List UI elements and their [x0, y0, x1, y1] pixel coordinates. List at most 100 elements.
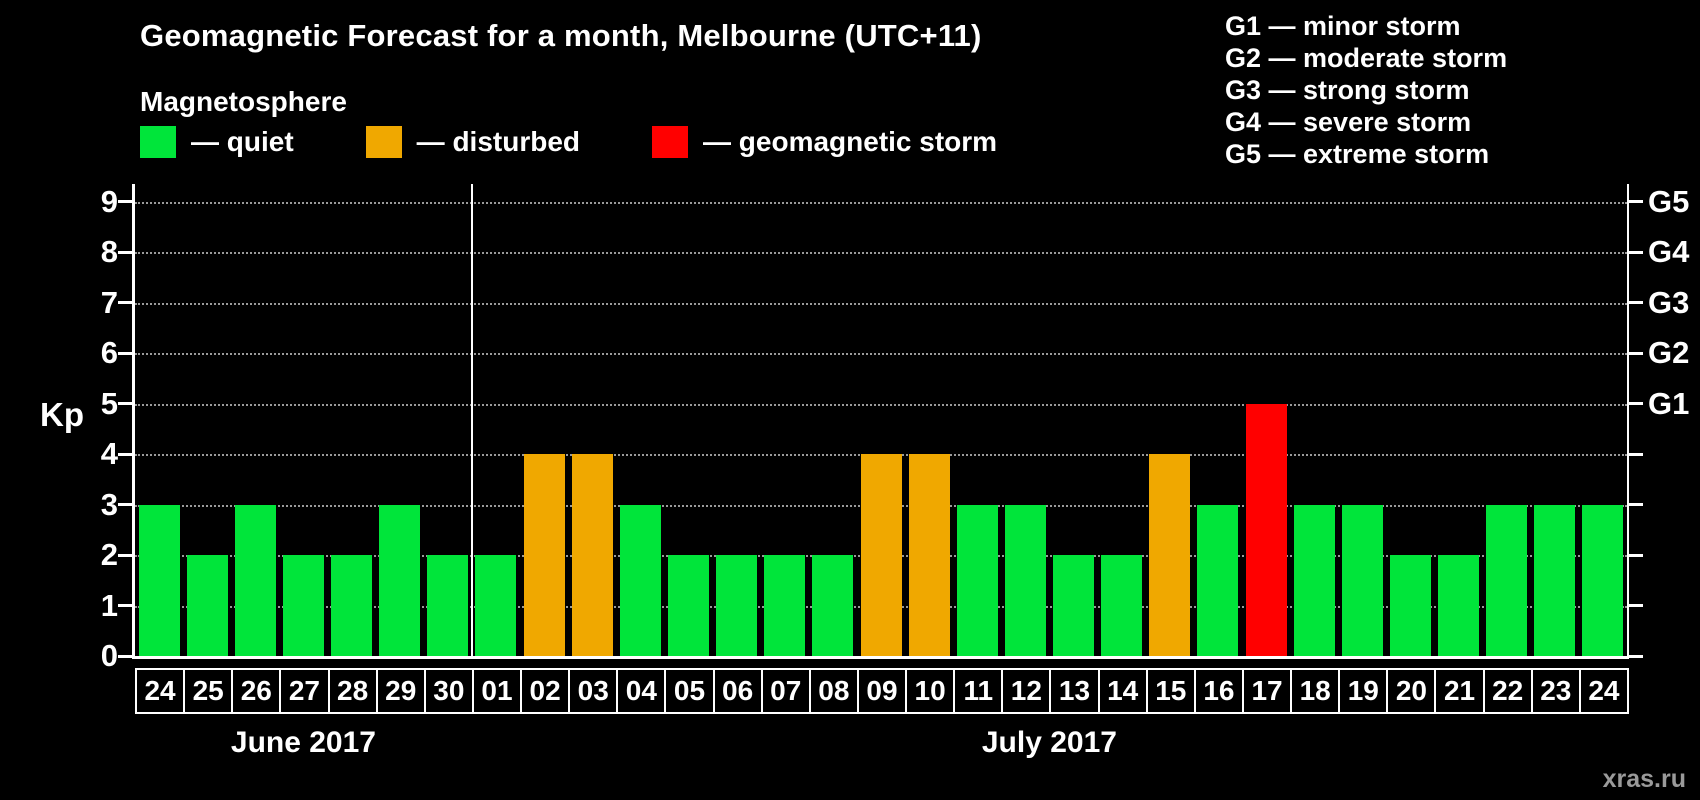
- kp-bar-day-02: [523, 454, 565, 656]
- kp-bar-day-14: [1101, 555, 1143, 656]
- y-tick-left: [118, 553, 132, 557]
- day-label: 05: [664, 668, 715, 714]
- day-label: 20: [1386, 668, 1437, 714]
- kp-bar-day-08: [812, 555, 854, 656]
- legend-label-quiet: — quiet: [191, 126, 294, 157]
- day-label: 25: [183, 668, 234, 714]
- magnetosphere-legend: — quiet — disturbed — geomagnetic storm: [140, 126, 997, 158]
- kp-bar-day-24: [138, 504, 180, 656]
- y-tick-left: [118, 301, 132, 304]
- day-label: 16: [1193, 668, 1244, 714]
- y-tick-left: [118, 250, 132, 254]
- gridline-kp9: [135, 201, 1627, 204]
- day-label: 07: [760, 668, 811, 714]
- disturbed-swatch: [365, 126, 402, 158]
- kp-bar-day-03: [571, 454, 613, 656]
- legend-item-disturbed: — disturbed: [365, 126, 581, 158]
- gridline-kp7: [135, 302, 1627, 305]
- kp-bar-day-24: [1582, 504, 1624, 656]
- day-label: 19: [1338, 668, 1389, 714]
- day-label: 10: [905, 668, 956, 714]
- kp-bar-day-20: [1389, 555, 1431, 656]
- legend-label-storm: — geomagnetic storm: [703, 126, 998, 157]
- y-tick-left: [118, 654, 132, 658]
- gridline-kp8: [135, 252, 1627, 254]
- kp-bar-day-23: [1534, 504, 1576, 656]
- day-axis: 24 25 26 27 28 29 30 01 02 03 04 05 06 07 08 09 10 11 12 13…: [135, 668, 1629, 714]
- kp-bar-day-15: [1149, 454, 1191, 656]
- kp-bar-day-16: [1197, 504, 1239, 656]
- day-label: 24: [135, 668, 186, 714]
- y-tick-right: [1629, 553, 1643, 557]
- y-tick-left: [118, 503, 132, 506]
- legend-item-quiet: — quiet: [140, 126, 294, 158]
- right-axis-line: [1627, 184, 1629, 659]
- y-axis-line: [132, 184, 135, 659]
- day-label: 14: [1097, 668, 1148, 714]
- kp-bar-day-26: [234, 504, 276, 656]
- kp-bar-day-09: [860, 454, 902, 656]
- y-tick-right: [1629, 301, 1643, 304]
- day-label: 15: [1145, 668, 1196, 714]
- day-label: 30: [423, 668, 474, 714]
- month-label: June 2017: [230, 726, 376, 759]
- g-axis-label-g5: G5: [1648, 183, 1690, 219]
- quiet-swatch: [140, 126, 176, 158]
- day-label: 26: [231, 668, 282, 714]
- day-label: 28: [327, 668, 378, 714]
- kp-bar-day-12: [1004, 504, 1046, 656]
- y-axis-label: 9: [100, 183, 118, 219]
- month-separator: [470, 184, 473, 656]
- y-tick-left: [118, 351, 132, 355]
- day-label: 12: [1001, 668, 1052, 714]
- kp-bar-day-18: [1293, 504, 1335, 656]
- y-axis-label: 7: [100, 284, 118, 320]
- y-tick-right: [1629, 503, 1643, 506]
- kp-bar-day-10: [908, 454, 950, 656]
- y-tick-right: [1629, 250, 1643, 254]
- y-tick-right: [1629, 200, 1643, 203]
- g-axis-label-g1: G1: [1648, 385, 1690, 421]
- day-label: 17: [1241, 668, 1293, 714]
- g-axis-label-g4: G4: [1648, 234, 1690, 269]
- kp-bar-day-25: [186, 555, 228, 656]
- kp-bar-day-07: [764, 555, 806, 656]
- day-label: 09: [856, 668, 908, 714]
- month-label: July 2017: [981, 726, 1117, 759]
- y-tick-left: [118, 452, 132, 456]
- y-tick-right: [1629, 654, 1643, 658]
- g-scale-item: G4 — severe storm: [1225, 107, 1472, 137]
- y-axis-label: 3: [100, 486, 118, 522]
- kp-bar-day-13: [1053, 555, 1095, 656]
- kp-bar-day-27: [282, 555, 324, 656]
- gridline-kp5: [135, 403, 1627, 406]
- day-label: 08: [808, 668, 859, 714]
- g-scale-legend: G1 — minor storm G2 — moderate storm G3 — …: [1225, 10, 1507, 170]
- kp-bar-day-01: [475, 555, 517, 656]
- x-axis-line: [132, 656, 1629, 659]
- kp-bar-day-21: [1438, 555, 1480, 656]
- day-label: 03: [568, 668, 619, 714]
- y-axis-label: 2: [100, 537, 118, 572]
- g-axis-label-g3: G3: [1648, 284, 1690, 320]
- day-label: 29: [375, 668, 426, 714]
- day-label: 23: [1530, 668, 1581, 714]
- legend-label-disturbed: — disturbed: [416, 126, 581, 157]
- month-labels: June 2017 July 2017: [135, 726, 1627, 768]
- storm-swatch: [652, 126, 689, 158]
- day-label: 04: [616, 668, 667, 714]
- y-tick-right: [1629, 351, 1643, 355]
- plot-area: [135, 184, 1627, 656]
- kp-bar-day-05: [667, 555, 709, 656]
- gridline-kp6: [135, 353, 1627, 355]
- day-label: 01: [471, 668, 523, 714]
- kp-bar-day-30: [427, 555, 469, 656]
- day-label: 13: [1049, 668, 1100, 714]
- y-axis-label: 4: [100, 436, 118, 471]
- kp-bar-day-22: [1486, 504, 1528, 656]
- y-tick-right: [1629, 604, 1643, 607]
- g-scale-item: G2 — moderate storm: [1225, 43, 1508, 73]
- kp-bar-day-29: [379, 504, 421, 656]
- magnetosphere-label: Magnetosphere: [140, 86, 347, 117]
